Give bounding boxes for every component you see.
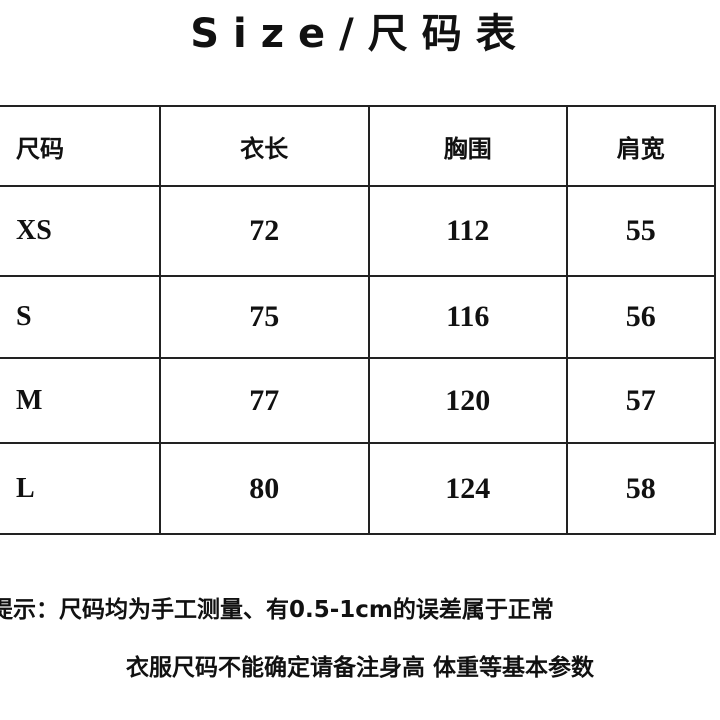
measurement-note: 提示：尺码均为手工测量、有0.5-1cm的误差属于正常 bbox=[0, 597, 554, 623]
shoulder-cell: 58 bbox=[565, 442, 716, 535]
size-cell: XS bbox=[0, 185, 161, 277]
header-chest: 胸围 bbox=[367, 105, 568, 187]
sizing-advice-note: 衣服尺码不能确定请备注身高 体重等基本参数 bbox=[125, 655, 594, 681]
table-row: XS 72 112 55 bbox=[0, 185, 716, 277]
length-cell: 72 bbox=[158, 185, 370, 277]
page-title: Size/尺码表 bbox=[190, 11, 530, 57]
header-shoulder: 肩宽 bbox=[565, 105, 716, 187]
table-header-row: 尺码 衣长 胸围 肩宽 bbox=[0, 105, 716, 187]
chest-cell: 124 bbox=[367, 442, 568, 535]
shoulder-cell: 55 bbox=[565, 185, 716, 277]
length-cell: 75 bbox=[158, 275, 370, 359]
chest-cell: 120 bbox=[367, 357, 568, 444]
shoulder-cell: 56 bbox=[565, 275, 716, 359]
size-cell: S bbox=[0, 275, 161, 359]
table-row: S 75 116 56 bbox=[0, 275, 716, 359]
header-length: 衣长 bbox=[158, 105, 370, 187]
table-row: M 77 120 57 bbox=[0, 357, 716, 444]
chest-cell: 116 bbox=[367, 275, 568, 359]
table-row: L 80 124 58 bbox=[0, 442, 716, 535]
shoulder-cell: 57 bbox=[565, 357, 716, 444]
size-cell: M bbox=[0, 357, 161, 444]
size-cell: L bbox=[0, 442, 161, 535]
length-cell: 80 bbox=[158, 442, 370, 535]
header-size: 尺码 bbox=[0, 105, 161, 187]
chest-cell: 112 bbox=[367, 185, 568, 277]
size-table: 尺码 衣长 胸围 肩宽 XS 72 112 55 S 75 116 56 M 7… bbox=[0, 105, 716, 535]
length-cell: 77 bbox=[158, 357, 370, 444]
